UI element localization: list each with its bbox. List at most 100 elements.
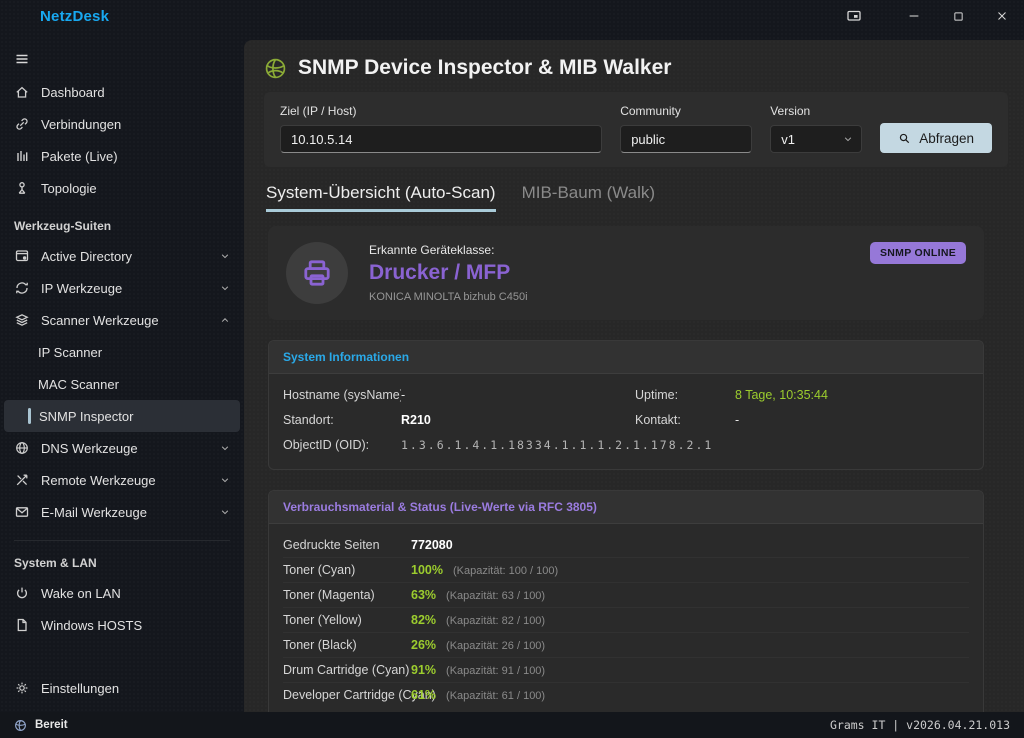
sidebar-item-label: Dashboard bbox=[41, 84, 105, 100]
supply-detail: (Kapazität: 63 / 100) bbox=[446, 590, 546, 602]
community-label: Community bbox=[620, 104, 681, 118]
tab-system-uebersicht[interactable]: System-Übersicht (Auto-Scan) bbox=[266, 183, 496, 212]
sidebar-item-label: Verbindungen bbox=[41, 116, 122, 132]
supply-row: Toner (Magenta) 63% (Kapazität: 63 / 100) bbox=[283, 582, 969, 607]
sidebar-item-active-directory[interactable]: Active Directory bbox=[4, 240, 240, 272]
supplies-title: Verbrauchsmaterial & Status (Live-Werte … bbox=[269, 491, 983, 524]
supply-value: 91% bbox=[411, 663, 437, 677]
sidebar: Dashboard Verbindungen Pakete (Live) Top… bbox=[0, 32, 244, 712]
sidebar-item-email-werkzeuge[interactable]: E-Mail Werkzeuge bbox=[4, 496, 240, 528]
community-input[interactable] bbox=[620, 125, 753, 153]
globe-icon bbox=[14, 440, 30, 456]
minimize-button[interactable] bbox=[892, 0, 936, 32]
version-select[interactable]: v1 bbox=[770, 125, 863, 153]
chevron-down-icon bbox=[220, 283, 230, 293]
oid-label: ObjectID (OID): bbox=[283, 437, 370, 452]
device-model: KONICA MINOLTA bizhub C450i bbox=[369, 291, 528, 303]
supply-detail: (Kapazität: 91 / 100) bbox=[446, 665, 546, 677]
supply-row: Developer Cartridge (Cyan) 61% (Kapazität… bbox=[283, 682, 969, 707]
supply-row: Drum Cartridge (Cyan) 91% (Kapazität: 91 … bbox=[283, 657, 969, 682]
oid-value: 1.3.6.1.4.1.18334.1.1.1.2.1.178.2.1 bbox=[401, 437, 714, 452]
sidebar-item-dashboard[interactable]: Dashboard bbox=[4, 76, 240, 108]
status-version-text: Grams IT | v2026.04.21.013 bbox=[829, 718, 1010, 732]
location-label: Standort: bbox=[283, 412, 334, 427]
sidebar-item-label: Active Directory bbox=[41, 248, 133, 264]
sidebar-item-label: IP Scanner bbox=[38, 344, 103, 360]
sidebar-item-label: Scanner Werkzeuge bbox=[41, 312, 159, 328]
system-info-title: System Informationen bbox=[269, 341, 983, 374]
app-logo: NetzDesk bbox=[40, 7, 110, 25]
sidebar-item-label: Pakete (Live) bbox=[41, 148, 118, 164]
status-badge: SNMP ONLINE bbox=[869, 242, 966, 264]
supply-detail: (Kapazität: 100 / 100) bbox=[452, 565, 559, 577]
statusbar: Bereit Grams IT | v2026.04.21.013 bbox=[0, 712, 1024, 738]
maximize-button[interactable] bbox=[936, 0, 980, 32]
contact-label: Kontakt: bbox=[635, 412, 681, 427]
supply-detail: (Kapazität: 82 / 100) bbox=[446, 615, 546, 627]
directory-icon bbox=[14, 248, 30, 264]
sidebar-item-verbindungen[interactable]: Verbindungen bbox=[4, 108, 240, 140]
sidebar-item-scanner-werkzeuge[interactable]: Scanner Werkzeuge bbox=[4, 304, 240, 336]
sidebar-item-remote-werkzeuge[interactable]: Remote Werkzeuge bbox=[4, 464, 240, 496]
tab-bar: System-Übersicht (Auto-Scan) MIB-Baum (W… bbox=[264, 183, 1008, 212]
sidebar-item-ip-werkzeuge[interactable]: IP Werkzeuge bbox=[4, 272, 240, 304]
sidebar-item-pakete[interactable]: Pakete (Live) bbox=[4, 140, 240, 172]
supply-detail: (Kapazität: 61 / 100) bbox=[446, 690, 546, 702]
chevron-down-icon bbox=[220, 251, 230, 261]
supply-row: Toner (Yellow) 82% (Kapazität: 82 / 100) bbox=[283, 607, 969, 632]
sidebar-divider bbox=[14, 540, 230, 541]
selection-indicator bbox=[28, 408, 31, 424]
tab-mib-baum[interactable]: MIB-Baum (Walk) bbox=[521, 183, 656, 202]
search-icon bbox=[898, 132, 911, 145]
power-icon bbox=[14, 585, 30, 601]
sidebar-item-label: Remote Werkzeuge bbox=[41, 472, 156, 488]
target-label: Ziel (IP / Host) bbox=[280, 104, 357, 118]
supplies-panel: Verbrauchsmaterial & Status (Live-Werte … bbox=[268, 490, 984, 712]
display-icon[interactable] bbox=[832, 0, 876, 32]
supply-value: 772080 bbox=[411, 537, 453, 552]
query-button-label: Abfragen bbox=[919, 130, 974, 146]
supply-detail: (Kapazität: 26 / 100) bbox=[446, 640, 546, 652]
file-icon bbox=[14, 617, 30, 633]
bars-icon bbox=[14, 148, 30, 164]
supply-value: 26% bbox=[411, 638, 437, 652]
main-area: SNMP Device Inspector & MIB Walker Ziel … bbox=[244, 32, 1024, 712]
page-title: SNMP Device Inspector & MIB Walker bbox=[264, 56, 1008, 80]
sidebar-item-dns-werkzeuge[interactable]: DNS Werkzeuge bbox=[4, 432, 240, 464]
supply-label: Toner (Cyan) bbox=[283, 563, 356, 577]
chevron-down-icon bbox=[220, 443, 230, 453]
supply-label: Gedruckte Seiten bbox=[283, 537, 380, 552]
hostname-value: - bbox=[401, 387, 406, 402]
supply-row: Toner (Black) 26% (Kapazität: 26 / 100) bbox=[283, 632, 969, 657]
sidebar-subitem-mac-scanner[interactable]: MAC Scanner bbox=[4, 368, 240, 400]
gear-icon bbox=[14, 680, 30, 696]
chevron-down-icon bbox=[220, 507, 230, 517]
supply-label: Drum Cartridge (Cyan) bbox=[283, 663, 410, 677]
sidebar-item-wake-on-lan[interactable]: Wake on LAN bbox=[4, 577, 240, 609]
sync-icon bbox=[14, 280, 30, 296]
query-form: Ziel (IP / Host) Community Version v1 bbox=[264, 92, 1008, 167]
query-button[interactable]: Abfragen bbox=[880, 123, 992, 153]
supply-label: Toner (Yellow) bbox=[283, 613, 362, 627]
sidebar-item-label: Windows HOSTS bbox=[41, 617, 143, 633]
uptime-label: Uptime: bbox=[635, 387, 679, 402]
mail-icon bbox=[14, 504, 30, 520]
sidebar-item-topologie[interactable]: Topologie bbox=[4, 172, 240, 204]
sidebar-item-label: DNS Werkzeuge bbox=[41, 440, 138, 456]
page-title-text: SNMP Device Inspector & MIB Walker bbox=[298, 56, 672, 79]
sidebar-item-windows-hosts[interactable]: Windows HOSTS bbox=[4, 609, 240, 641]
sidebar-item-label: MAC Scanner bbox=[38, 376, 119, 392]
sidebar-item-einstellungen[interactable]: Einstellungen bbox=[4, 672, 240, 704]
supply-value: 63% bbox=[411, 588, 437, 602]
device-class-label: Erkannte Geräteklasse: bbox=[369, 243, 495, 257]
close-button[interactable] bbox=[980, 0, 1024, 32]
sidebar-subitem-snmp-inspector[interactable]: SNMP Inspector bbox=[4, 400, 240, 432]
device-avatar bbox=[286, 242, 348, 304]
titlebar: NetzDesk bbox=[0, 0, 1024, 32]
sidebar-subitem-ip-scanner[interactable]: IP Scanner bbox=[4, 336, 240, 368]
sidebar-item-label: E-Mail Werkzeuge bbox=[41, 504, 147, 520]
hamburger-menu-icon[interactable] bbox=[0, 42, 244, 76]
target-input[interactable] bbox=[280, 125, 603, 153]
sidebar-item-label: Topologie bbox=[41, 180, 97, 196]
